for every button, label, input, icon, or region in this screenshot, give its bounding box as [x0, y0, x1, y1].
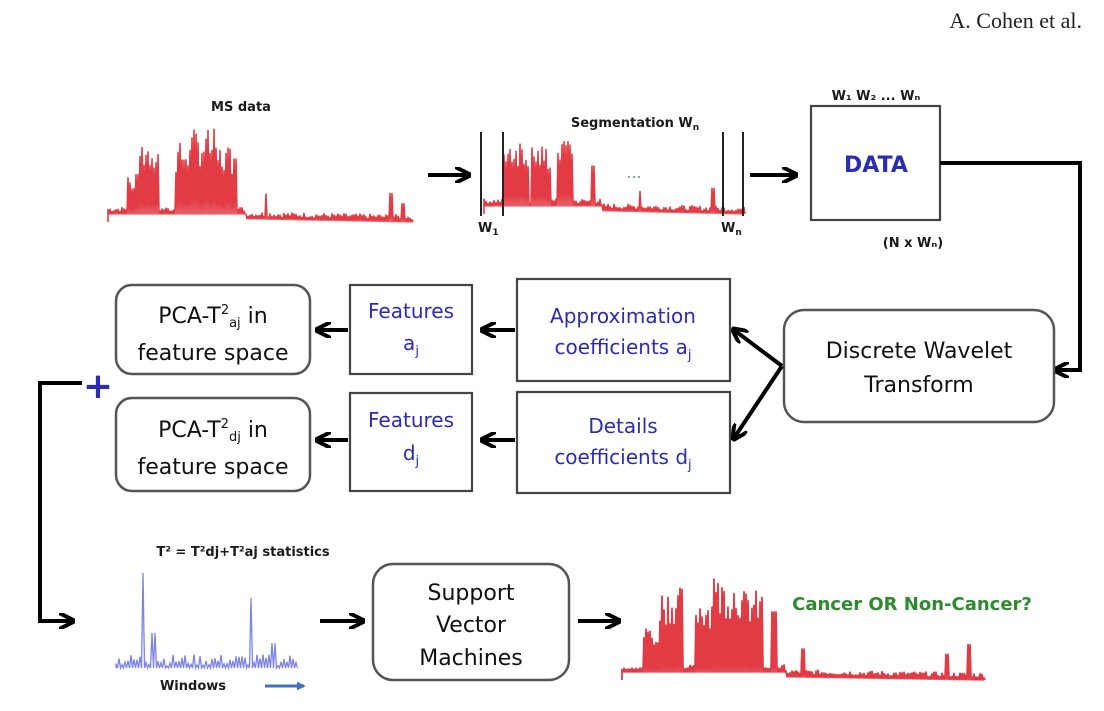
statistics-label: T² = T²dj+T²aj statistics [156, 545, 330, 560]
svm-line3: Machines [419, 646, 523, 671]
segmentation-label: Segmentation Wn [571, 116, 699, 133]
data-dimensions: (N x Wₙ) [883, 236, 943, 251]
details-box [515, 390, 732, 495]
author-header: A. Cohen et al. [949, 8, 1082, 33]
segmentation-window-lines [480, 132, 744, 216]
arrow-combine-to-stats [38, 381, 82, 621]
features-a-line2: aj [403, 331, 419, 359]
pca-d-line2: feature space [138, 455, 289, 480]
ms-data-label: MS data [211, 100, 271, 115]
ms-data-spectrum [107, 128, 414, 223]
pca-a-line2: feature space [138, 341, 289, 366]
dwt-line2: Transform [863, 373, 973, 398]
features-d-box [348, 391, 474, 493]
arrow-dwt-to-approx [734, 330, 784, 368]
features-d-line2: dj [403, 441, 419, 469]
approximation-box [515, 277, 732, 383]
svm-line2: Vector [436, 613, 507, 638]
windows-label: Windows [160, 679, 226, 694]
segmented-spectrum [483, 140, 746, 215]
window-wn-label: Wn [721, 221, 742, 238]
approximation-line1: Approximation [550, 304, 696, 328]
data-box [809, 104, 942, 222]
data-window-header: W₁ W₂ ... Wₙ [832, 89, 921, 104]
window-w1-label: W1 [478, 221, 499, 238]
dwt-line1: Discrete Wavelet [826, 339, 1013, 364]
svm-box [371, 562, 571, 682]
approximation-line2: coefficients aj [555, 335, 692, 363]
svm-line1: Support [428, 581, 515, 606]
segmentation-dots: ... [626, 163, 641, 182]
pca-d-line1: PCA-T2dj in [158, 417, 268, 445]
pca-a-box [114, 283, 312, 376]
result-spectrum [621, 578, 986, 681]
arrow-data-to-dwt [940, 161, 1082, 370]
details-line1: Details [588, 414, 657, 438]
statistics-spectrum [115, 572, 299, 671]
features-a-box [348, 283, 474, 376]
plus-sign: + [83, 366, 113, 407]
pca-d-box [114, 396, 312, 493]
features-a-line1: Features [368, 299, 454, 323]
arrow-dwt-to-details [734, 364, 784, 438]
dwt-box [782, 308, 1056, 424]
pca-a-line1: PCA-T2aj in [158, 303, 267, 331]
result-label: Cancer OR Non-Cancer? [792, 594, 1032, 615]
features-d-line1: Features [368, 408, 454, 432]
data-label: DATA [844, 153, 908, 178]
details-line2: coefficients dj [554, 445, 691, 473]
